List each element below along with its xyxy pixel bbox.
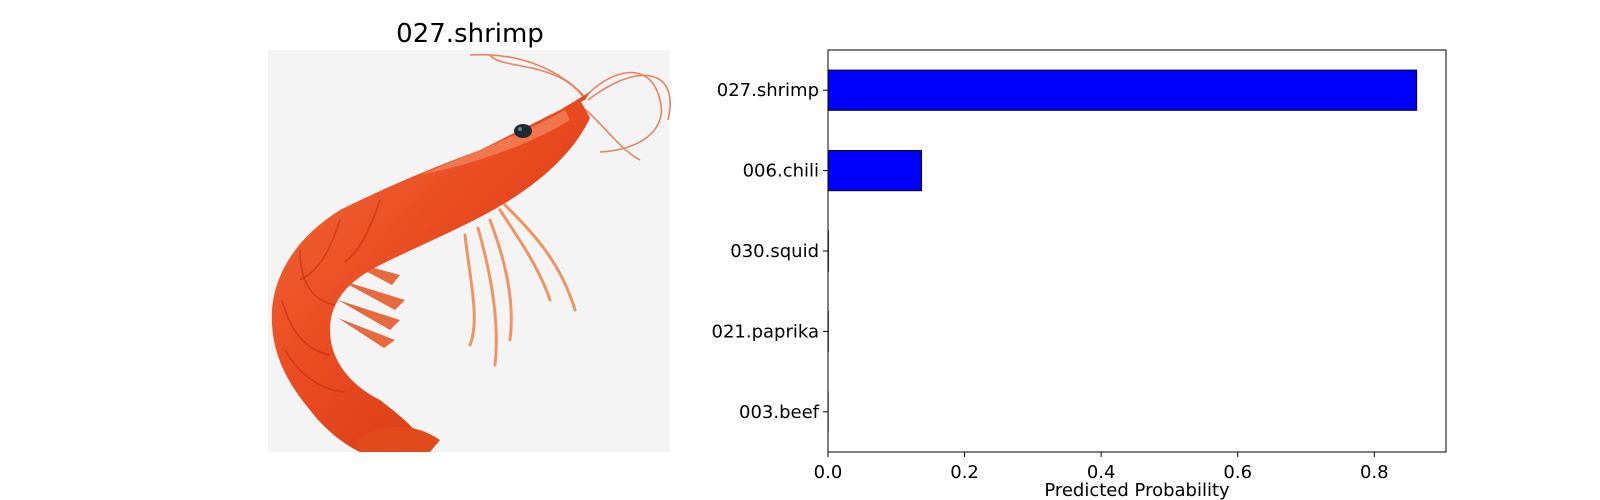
y-tick-label: 030.squid [730,241,819,262]
x-tick-label: 0.2 [950,462,979,483]
y-tick-label: 006.chili [743,161,819,182]
x-axis-label: Predicted Probability [1044,480,1230,500]
image-title: 027.shrimp [396,19,544,49]
x-tick-label: 0.0 [814,462,843,483]
y-ticks: 027.shrimp 006.chili 030.squid 021.paprika 0… [712,80,828,423]
shrimp-eye [514,124,532,138]
y-tick-label: 021.paprika [712,321,820,342]
bar-027.shrimp [827,69,1418,111]
bar-chart: 027.shrimp 006.chili 030.squid 021.paprika 0… [712,49,1447,500]
x-tick-label: 0.8 [1360,462,1389,483]
x-ticks: 0.0 0.2 0.4 0.6 0.8 [814,452,1389,483]
y-tick-label: 027.shrimp [717,80,819,101]
bar-006.chili [827,150,923,192]
x-tick-label: 0.6 [1223,462,1252,483]
y-tick-label: 003.beef [739,402,820,423]
bars [827,69,1418,433]
x-tick-label: 0.4 [1087,462,1116,483]
shrimp-photo [271,53,671,452]
image-panel: 027.shrimp [268,19,671,452]
